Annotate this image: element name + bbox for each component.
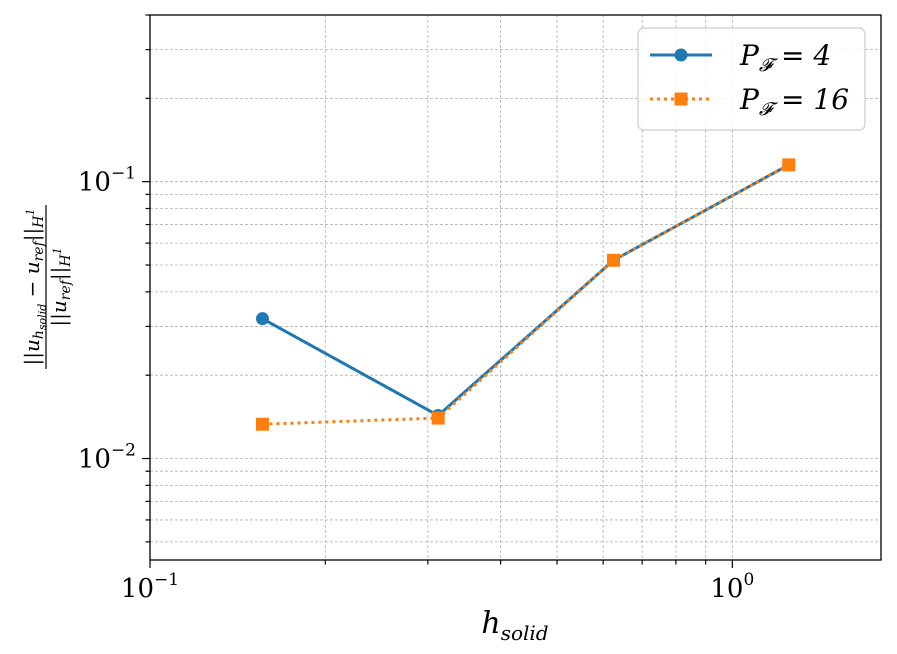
x-axis-label: hsolid bbox=[481, 606, 548, 645]
grid bbox=[149, 14, 881, 560]
legend: P𝓕 = 4 P𝓕 = 16 bbox=[637, 27, 866, 131]
legend-label-series-2: P𝓕 = 16 bbox=[739, 83, 849, 120]
x-axis-label-base: h bbox=[481, 606, 500, 641]
data-point-series-1 bbox=[255, 312, 269, 326]
legend-marker-series-2 bbox=[674, 92, 688, 106]
plot-frame bbox=[149, 14, 882, 561]
ticks: 10−1 100 10−2 10−1 bbox=[78, 14, 754, 604]
y-tick-label: 10−2 bbox=[78, 441, 136, 475]
legend-marker-series-1 bbox=[674, 48, 688, 62]
data-point-series-2 bbox=[606, 253, 620, 267]
legend-label-series-1: P𝓕 = 4 bbox=[739, 39, 831, 76]
y-axis-label: ||uhsolid − uref||H1 ||uref||H1 bbox=[20, 205, 74, 369]
x-tick-label: 100 bbox=[710, 570, 754, 604]
data-point-series-2 bbox=[255, 417, 269, 431]
data-point-series-2 bbox=[431, 411, 445, 425]
series-layer bbox=[255, 158, 796, 431]
x-tick-label: 10−1 bbox=[121, 570, 179, 604]
y-tick-label: 10−1 bbox=[78, 164, 136, 198]
data-point-series-2 bbox=[782, 158, 796, 172]
series-line-2 bbox=[262, 163, 790, 426]
y-axis-denominator: ||uref||H1 bbox=[47, 247, 74, 326]
x-axis-label-sub: solid bbox=[501, 621, 549, 645]
